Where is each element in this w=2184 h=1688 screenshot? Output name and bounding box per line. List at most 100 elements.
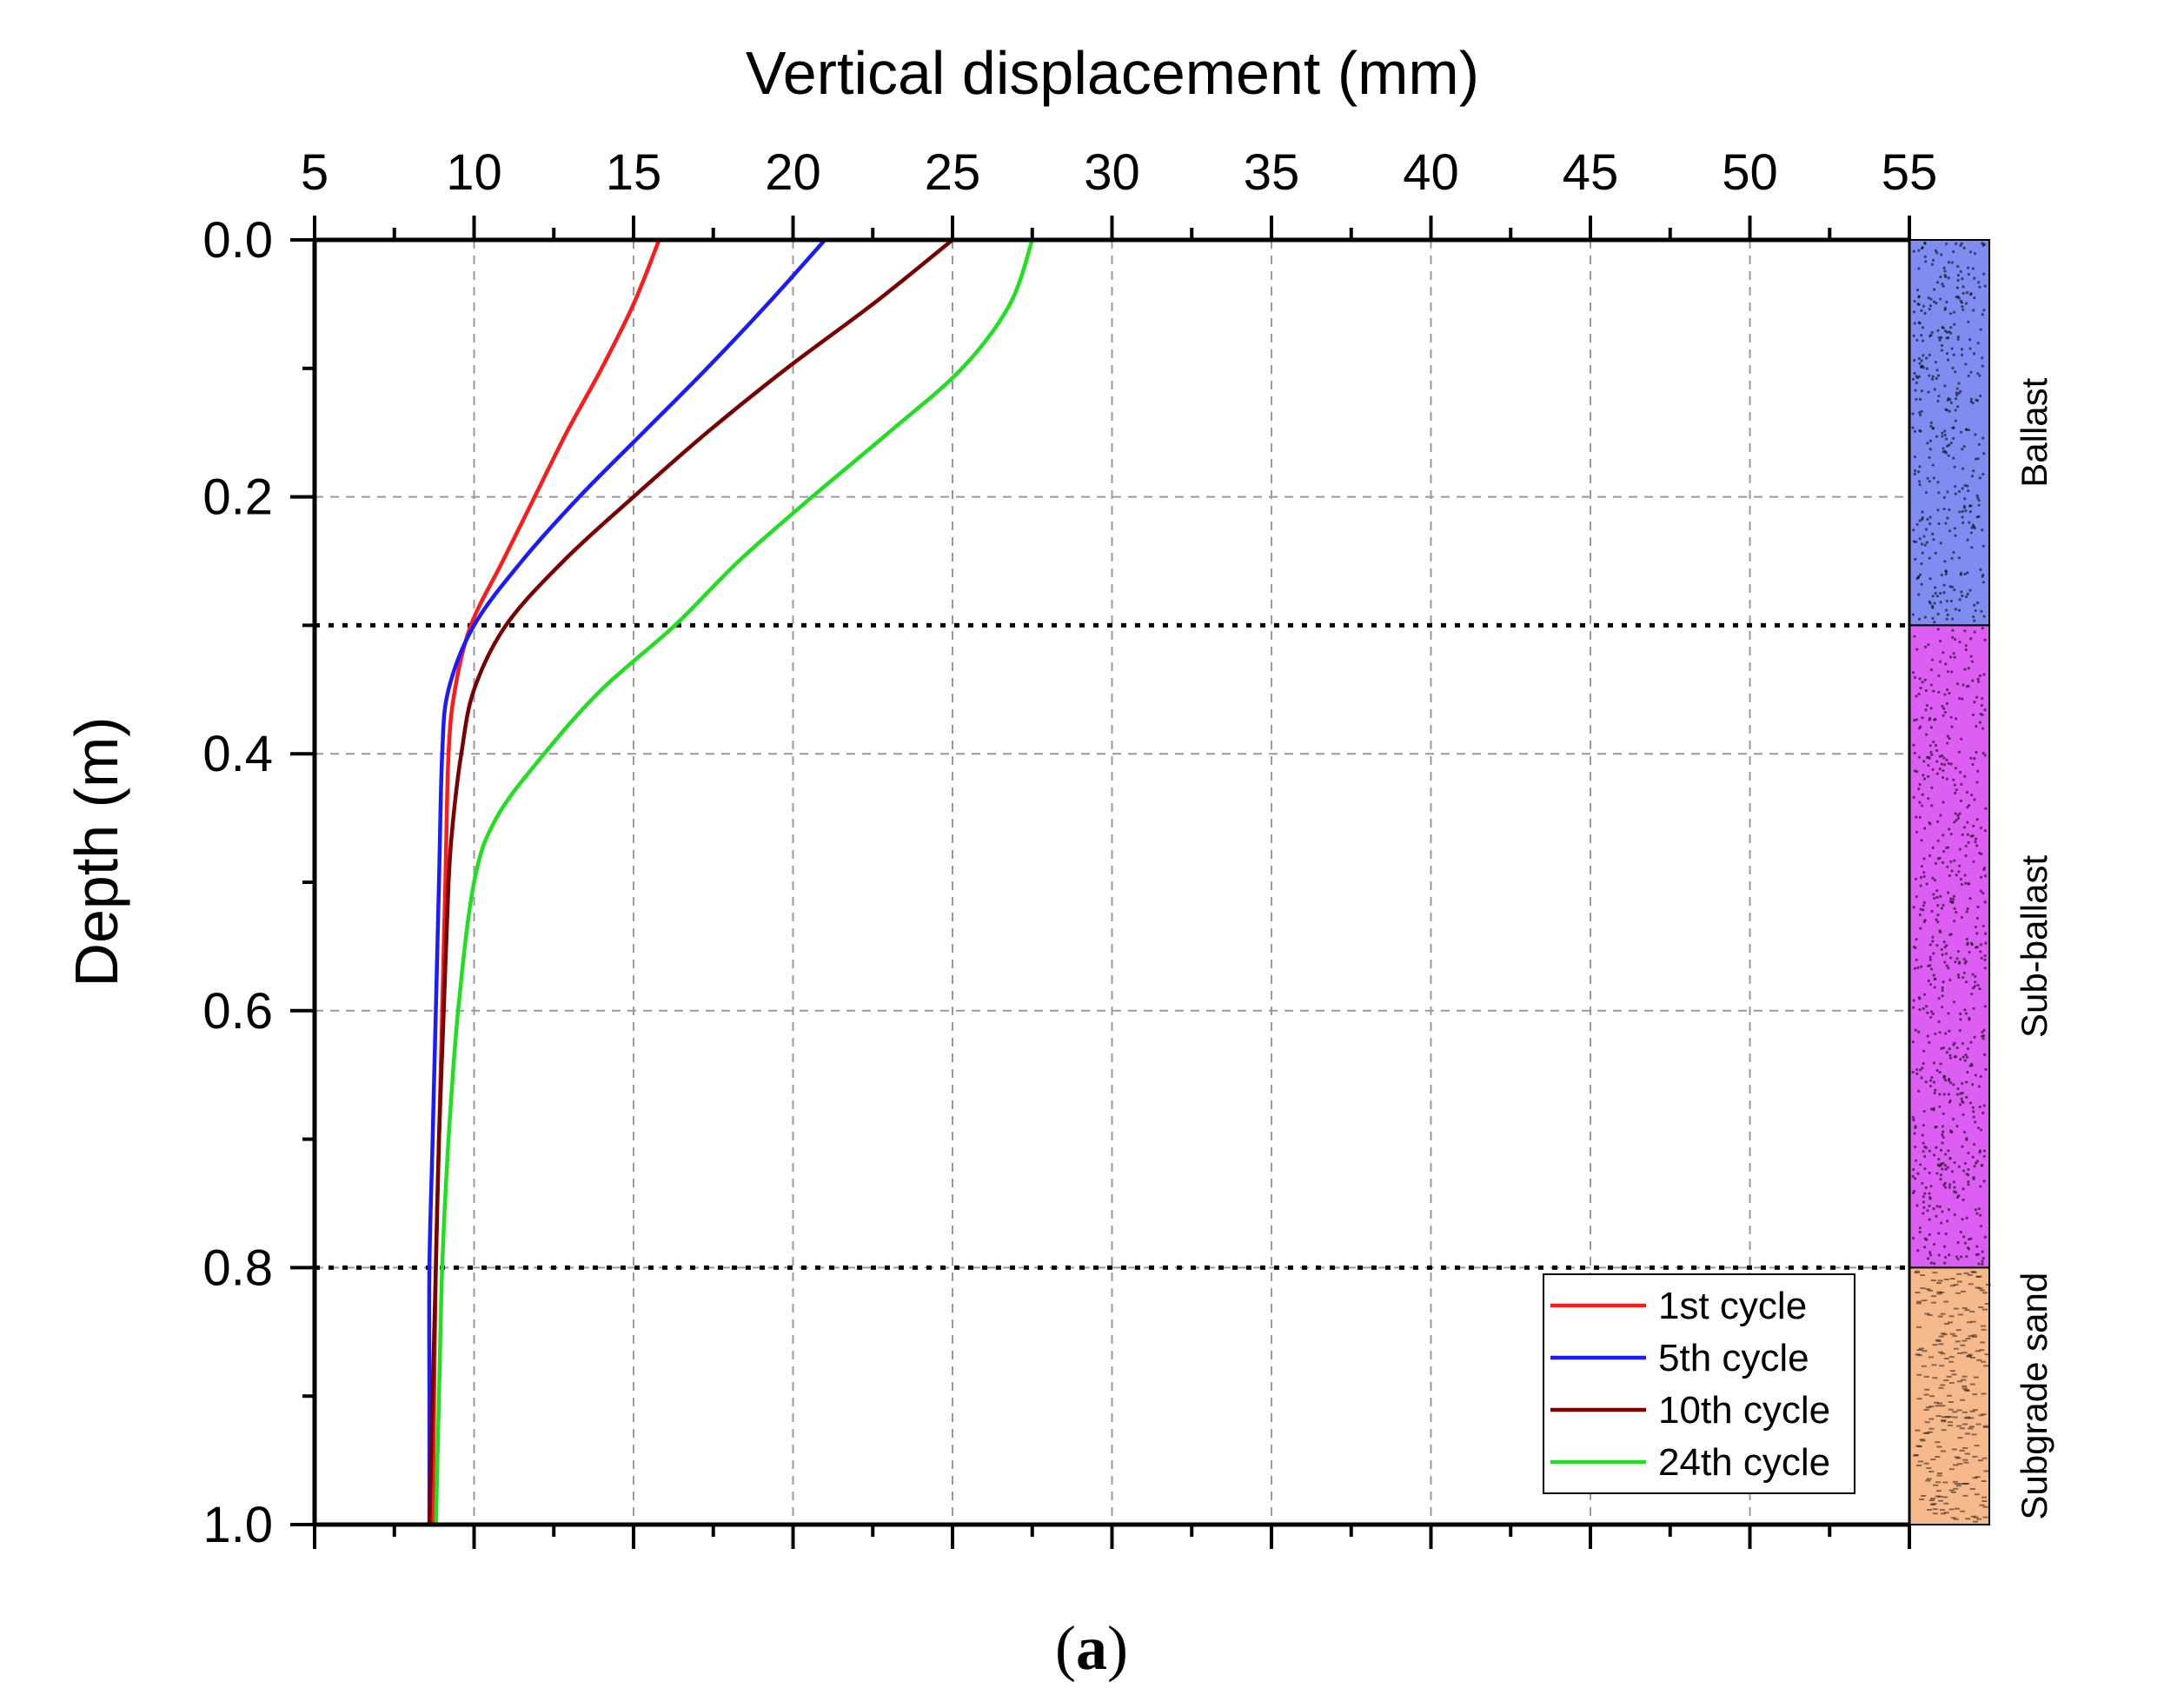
soil-texture-dot bbox=[1918, 1008, 1922, 1012]
soil-texture-dot bbox=[1935, 369, 1939, 372]
soil-texture-dash bbox=[1930, 1459, 1936, 1461]
soil-texture-dot bbox=[1912, 1167, 1915, 1172]
soil-texture-dash bbox=[1939, 1365, 1945, 1367]
soil-texture-dot bbox=[1983, 754, 1987, 757]
soil-texture-dash bbox=[1965, 1416, 1971, 1419]
soil-texture-dot bbox=[1970, 943, 1974, 947]
soil-texture-dot bbox=[1963, 1161, 1968, 1166]
soil-texture-dot bbox=[1942, 1130, 1945, 1133]
soil-texture-dot bbox=[1978, 674, 1982, 678]
soil-texture-dot bbox=[1942, 1112, 1945, 1115]
soil-texture-dot bbox=[1935, 760, 1939, 763]
soil-texture-dot bbox=[1983, 932, 1988, 935]
soil-texture-dot bbox=[1941, 775, 1945, 780]
soil-texture-dot bbox=[1941, 953, 1944, 957]
soil-texture-dot bbox=[1915, 576, 1919, 581]
soil-texture-dash bbox=[1938, 1351, 1944, 1353]
soil-texture-dot bbox=[1942, 1245, 1947, 1248]
soil-texture-dot bbox=[1942, 591, 1946, 595]
soil-texture-dot bbox=[1966, 1070, 1969, 1074]
soil-texture-dot bbox=[1911, 1040, 1915, 1044]
soil-texture-dot bbox=[1981, 1250, 1984, 1253]
soil-texture-dot bbox=[1943, 560, 1947, 563]
soil-texture-dot bbox=[1957, 489, 1962, 494]
soil-texture-dot bbox=[1934, 249, 1938, 253]
soil-texture-dot bbox=[1969, 504, 1973, 508]
soil-texture-dash bbox=[1952, 1480, 1958, 1483]
soil-texture-dot bbox=[1923, 255, 1927, 258]
soil-texture-dot bbox=[1975, 916, 1980, 920]
soil-texture-dot bbox=[1927, 979, 1930, 983]
soil-texture-dash bbox=[1963, 1272, 1969, 1274]
soil-texture-dot bbox=[1944, 662, 1948, 666]
soil-texture-dot bbox=[1959, 299, 1962, 303]
soil-texture-dot bbox=[1972, 309, 1975, 312]
soil-texture-dot bbox=[1979, 568, 1982, 571]
soil-texture-dot bbox=[1954, 370, 1957, 374]
soil-texture-dot bbox=[1982, 924, 1985, 927]
soil-texture-dot bbox=[1942, 861, 1945, 865]
soil-texture-dot bbox=[1928, 964, 1932, 967]
soil-texture-dot bbox=[1968, 250, 1973, 254]
soil-texture-dot bbox=[1919, 1068, 1922, 1072]
soil-texture-dot bbox=[1923, 827, 1927, 830]
soil-texture-dot bbox=[1959, 1230, 1962, 1234]
soil-texture-dash bbox=[1937, 1279, 1943, 1282]
soil-texture-dot bbox=[1928, 1253, 1933, 1257]
soil-texture-dot bbox=[1917, 480, 1922, 483]
soil-texture-dot bbox=[1956, 264, 1960, 269]
soil-texture-dash bbox=[1914, 1272, 1920, 1274]
soil-texture-dash bbox=[1951, 1373, 1957, 1376]
soil-texture-dot bbox=[1936, 329, 1940, 332]
soil-texture-dash bbox=[1940, 1384, 1946, 1386]
soil-texture-dot bbox=[1932, 974, 1935, 977]
soil-texture-dot bbox=[1932, 893, 1935, 896]
soil-texture-dash bbox=[1948, 1360, 1955, 1363]
soil-texture-dot bbox=[1919, 884, 1922, 887]
soil-texture-dash bbox=[1933, 1401, 1939, 1404]
soil-texture-dot bbox=[1929, 1107, 1934, 1111]
soil-texture-dash bbox=[1956, 1280, 1962, 1283]
soil-texture-dash bbox=[1924, 1421, 1930, 1424]
legend: 1st cycle 5th cycle 10th cycle 24th cycle bbox=[1543, 1273, 1855, 1494]
soil-texture-dash bbox=[1940, 1313, 1946, 1315]
soil-texture-dot bbox=[1961, 1041, 1965, 1046]
soil-texture-dot bbox=[1953, 1213, 1956, 1217]
soil-texture-dot bbox=[1952, 778, 1955, 781]
soil-texture-dash bbox=[1978, 1414, 1984, 1417]
soil-texture-dot bbox=[1913, 751, 1916, 754]
soil-texture-dot bbox=[1976, 1253, 1980, 1256]
soil-texture-dot bbox=[1933, 621, 1936, 624]
soil-texture-dot bbox=[1934, 718, 1937, 721]
soil-texture-dot bbox=[1958, 1103, 1962, 1107]
soil-texture-dot bbox=[1920, 1076, 1923, 1080]
soil-texture-dash bbox=[1928, 1471, 1935, 1473]
soil-texture-dash bbox=[1973, 1520, 1979, 1523]
soil-texture-dot bbox=[1961, 487, 1964, 490]
soil-texture-dot bbox=[1938, 1105, 1942, 1108]
soil-texture-dot bbox=[1967, 488, 1970, 493]
soil-texture-dot bbox=[1949, 401, 1953, 404]
soil-texture-dot bbox=[1937, 1232, 1941, 1235]
soil-texture-dot bbox=[1957, 391, 1961, 395]
soil-texture-dot bbox=[1973, 798, 1976, 801]
soil-texture-dash bbox=[1935, 1456, 1941, 1459]
soil-texture-dot bbox=[1967, 374, 1970, 378]
soil-texture-dot bbox=[1943, 1255, 1948, 1259]
soil-texture-dot bbox=[1982, 1154, 1986, 1159]
soil-texture-dash bbox=[1982, 1457, 1988, 1459]
soil-texture-dot bbox=[1945, 758, 1948, 761]
soil-texture-dot bbox=[1935, 772, 1939, 775]
soil-texture-dot bbox=[1967, 1151, 1970, 1155]
soil-texture-dot bbox=[1942, 447, 1945, 450]
soil-texture-dot bbox=[1969, 397, 1974, 401]
soil-texture-dot bbox=[1959, 1255, 1963, 1259]
soil-texture-dot bbox=[1963, 874, 1967, 877]
soil-texture-dash bbox=[1947, 1416, 1953, 1419]
soil-texture-dash bbox=[1953, 1307, 1959, 1310]
soil-texture-dot bbox=[1962, 291, 1965, 296]
soil-texture-dot bbox=[1959, 573, 1962, 576]
soil-texture-dot bbox=[1929, 1261, 1934, 1265]
soil-texture-dash bbox=[1979, 1289, 1985, 1292]
